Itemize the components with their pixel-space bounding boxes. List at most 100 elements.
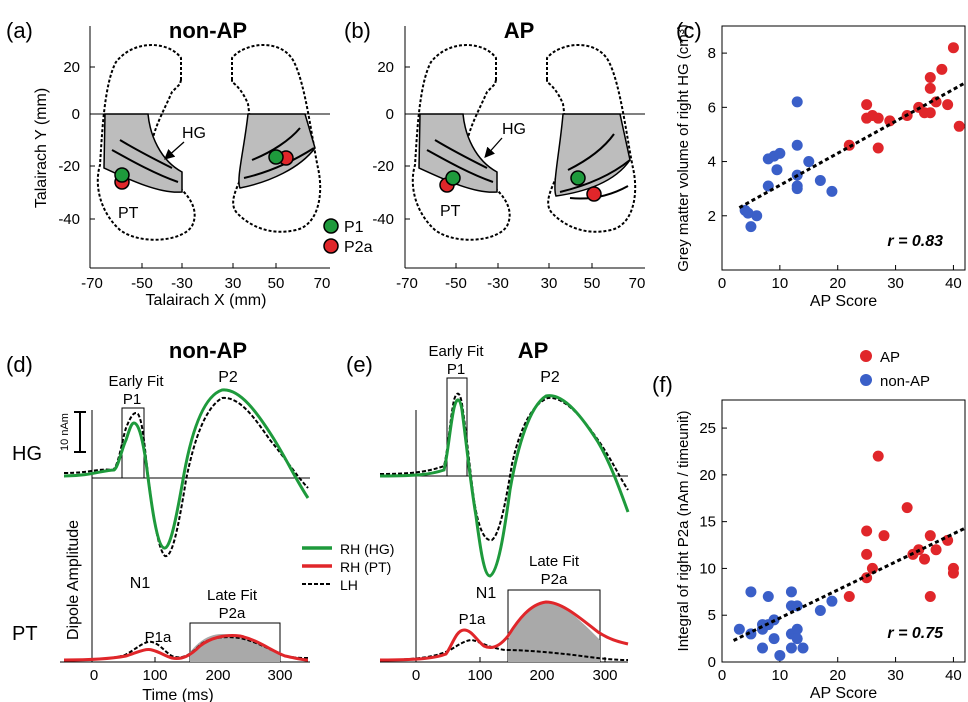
xtick-label: 30 — [887, 667, 904, 684]
data-point — [947, 42, 959, 54]
panel-e: (e) AP 0 100 200 300 Early Fit P1 P2 N1 … — [346, 338, 630, 684]
data-point — [942, 534, 954, 546]
data-point — [878, 530, 890, 542]
r-annotation: r = 0.83 — [887, 233, 943, 250]
p2a-label-d: P2a — [219, 605, 246, 622]
data-point — [930, 96, 942, 108]
p2-label-e: P2 — [540, 369, 560, 386]
p2a-label-e: P2a — [541, 571, 568, 588]
xtick-b-70: 70 — [629, 275, 646, 292]
p1-label-e: P1 — [447, 361, 465, 378]
xtick-d-0: 0 — [90, 667, 98, 684]
r-annotation: r = 0.75 — [887, 625, 944, 642]
data-point — [797, 642, 809, 654]
data-point — [884, 115, 896, 127]
data-point — [826, 185, 838, 197]
panel-b-title: AP — [504, 18, 535, 43]
data-point — [742, 207, 754, 219]
late-fit-label-d: Late Fit — [207, 587, 258, 604]
data-point — [942, 99, 954, 111]
xtick-a-m50: -50 — [131, 275, 153, 292]
panel-b: (b) AP 20 0 -20 -40 -70 -50 -30 30 50 70… — [344, 18, 645, 292]
data-point — [791, 96, 803, 108]
data-point — [757, 642, 768, 654]
legend-rh-hg: RH (HG) — [340, 541, 394, 557]
panel-a: (a) non-AP 20 0 -20 -40 -70 -50 -30 30 5… — [6, 18, 373, 309]
p1-label-d: P1 — [123, 391, 141, 408]
label-hg-a: HG — [182, 125, 206, 142]
legend-p2a-dot — [323, 238, 339, 254]
legend-ap-dot — [860, 350, 872, 362]
p1a-label-d: P1a — [145, 629, 172, 646]
legend-p1-dot — [323, 218, 339, 234]
xtick-e-0: 0 — [412, 667, 420, 684]
data-point — [947, 567, 959, 579]
ytick-label: 10 — [699, 560, 716, 577]
label-pt-b: PT — [440, 203, 461, 220]
xtick-a-50: 50 — [268, 275, 285, 292]
ytick-b-m40: -40 — [372, 211, 394, 228]
scatter-f-frame — [721, 399, 966, 663]
data-point — [762, 591, 774, 602]
ylabel: Integral of right P2a (nAm / timeunit) — [675, 411, 692, 652]
fit-line — [732, 526, 966, 642]
data-point — [924, 530, 936, 542]
scatter-c-frame — [721, 25, 966, 271]
xtick-label: 20 — [829, 667, 846, 684]
data-point — [843, 591, 855, 602]
xtick-d-300: 300 — [267, 667, 292, 684]
data-point — [872, 112, 884, 124]
data-point — [953, 120, 965, 132]
scatter-c: 0 10 20 30 40 2 4 6 8 AP Score Grey matter volume … — [675, 24, 966, 310]
xtick-b-m70: -70 — [396, 275, 418, 292]
panel-d-title: non-AP — [169, 338, 247, 363]
ytick-label: 0 — [708, 654, 716, 671]
legend-nonap-label: non-AP — [880, 373, 930, 390]
left-hemisphere-outline-a — [96, 44, 196, 241]
p2a-area-d — [190, 634, 280, 662]
data-point — [791, 633, 803, 645]
rh-pt-trace-e — [379, 600, 629, 662]
right-hemisphere-outline-a — [231, 44, 322, 233]
scale-label: 10 nAm — [59, 413, 71, 451]
xlabel-a: Talairach X (mm) — [146, 292, 267, 309]
panel-a-letter: (a) — [6, 18, 33, 43]
n1-label-d: N1 — [130, 575, 151, 592]
fit-line — [738, 81, 966, 209]
xtick-d-100: 100 — [142, 667, 167, 684]
data-point — [861, 99, 873, 111]
data-point — [814, 605, 826, 617]
dipole-amplitude-label: Dipole Amplitude — [65, 520, 82, 640]
data-point — [924, 591, 936, 602]
ytick-b-m20: -20 — [372, 158, 394, 175]
dipole-p1-left-a — [114, 167, 130, 183]
legend-ap-label: AP — [880, 349, 900, 366]
legend-p1-label: P1 — [344, 219, 364, 236]
label-hg-b: HG — [502, 121, 526, 138]
ytick-label: 15 — [699, 514, 716, 531]
ytick-b-0: 0 — [386, 106, 394, 123]
legend-lh: LH — [340, 577, 358, 593]
xtick-e-200: 200 — [529, 667, 554, 684]
ytick-label: 6 — [708, 99, 716, 116]
label-pt-a: PT — [118, 205, 139, 222]
xtick-label: 30 — [887, 275, 904, 292]
xtick-label: 10 — [772, 275, 789, 292]
data-point — [733, 623, 745, 635]
early-fit-label-d: Early Fit — [108, 373, 164, 390]
ylabel-a: Talairach Y (mm) — [33, 88, 50, 208]
xtick-b-m50: -50 — [445, 275, 467, 292]
scatter-f: 0 10 20 30 40 0 5 10 15 20 25 AP Score Integral of r… — [675, 399, 966, 702]
legend-p2a-label: P2a — [344, 239, 373, 256]
xtick-b-30: 30 — [541, 275, 558, 292]
data-point — [791, 139, 803, 151]
panel-f: (f) 0 10 20 30 40 0 5 10 15 20 25 AP Score Integral … — [652, 349, 966, 702]
ytick-label: 25 — [699, 420, 716, 437]
xtick-label: 10 — [772, 667, 789, 684]
xtick-label: 0 — [718, 275, 726, 292]
panel-d-letter: (d) — [6, 352, 33, 377]
data-point — [872, 450, 884, 462]
xtick-label: 0 — [718, 667, 726, 684]
panel-c-letter: (c) — [676, 18, 702, 43]
